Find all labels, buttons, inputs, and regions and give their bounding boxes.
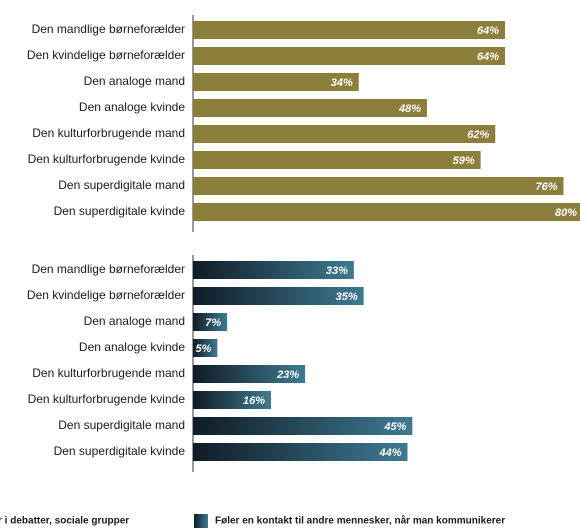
category-label: Den analoge mand (84, 314, 185, 328)
value-label: 5% (195, 343, 211, 355)
bar (193, 99, 427, 117)
category-label: Den kulturforbrugende mand (32, 126, 185, 140)
legend-swatch (194, 514, 208, 528)
value-label: 33% (326, 265, 348, 277)
value-label: 35% (336, 291, 358, 303)
category-label: Den analoge kvinde (79, 340, 185, 354)
bar (193, 391, 271, 409)
value-label: 7% (205, 317, 221, 329)
category-label: Den superdigitale kvinde (54, 444, 186, 458)
category-label: Den analoge mand (84, 74, 185, 88)
bar (193, 313, 228, 331)
value-label: 45% (383, 421, 406, 433)
bar (193, 365, 306, 383)
value-label: 16% (243, 395, 265, 407)
value-label: 64% (477, 51, 499, 63)
value-label: 59% (453, 155, 475, 167)
category-label: Den kvindelige børneforælder (27, 48, 185, 62)
bar (193, 47, 505, 65)
legend-label: Føler en kontakt til andre mennesker, nå… (215, 515, 505, 527)
value-label: 80% (555, 207, 577, 219)
bar (193, 339, 218, 357)
value-label: 76% (535, 181, 557, 193)
category-label: Den kvindelige børneforælder (27, 288, 185, 302)
category-label: Den superdigitale mand (58, 178, 185, 192)
value-label: 23% (276, 369, 299, 381)
value-label: 34% (331, 77, 353, 89)
bar (193, 21, 505, 39)
value-label: 44% (378, 447, 401, 459)
value-label: 48% (398, 103, 421, 115)
category-label: Den mandlige børneforælder (32, 22, 185, 36)
category-label: Den mandlige børneforælder (32, 262, 185, 276)
category-label: Den kulturforbrugende kvinde (28, 152, 186, 166)
bar (193, 151, 481, 169)
category-label: Den kulturforbrugende kvinde (28, 392, 186, 406)
bar (193, 443, 408, 461)
bar (193, 203, 580, 221)
category-label: Den kulturforbrugende mand (32, 366, 185, 380)
legend-label: r i debatter, sociale grupper (0, 516, 129, 527)
bar (193, 177, 564, 195)
category-label: Den analoge kvinde (79, 100, 185, 114)
value-label: 64% (477, 25, 499, 37)
bar (193, 73, 359, 91)
bar (193, 125, 496, 143)
category-label: Den superdigitale mand (58, 418, 185, 432)
value-label: 62% (467, 129, 489, 141)
bar (193, 287, 364, 305)
bar (193, 261, 354, 279)
bar (193, 417, 413, 435)
category-label: Den superdigitale kvinde (54, 204, 186, 218)
